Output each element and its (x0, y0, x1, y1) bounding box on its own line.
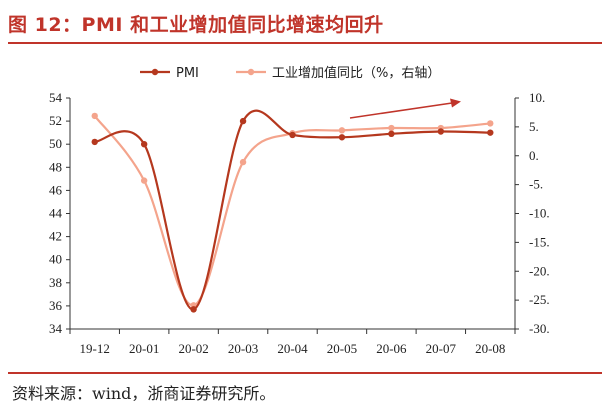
right-tick-label: -30. (529, 321, 550, 336)
right-tick-label: 5. (529, 119, 539, 134)
legend-pmi-marker (151, 68, 159, 76)
right-tick-label: 10. (529, 90, 545, 105)
pmi-point (190, 306, 197, 313)
pmi-point (388, 130, 395, 138)
left-tick-label: 46 (49, 182, 63, 197)
x-tick-label: 20-07 (426, 341, 457, 356)
left-tick-label: 54 (49, 90, 63, 105)
x-tick-label: 19-12 (80, 341, 110, 356)
left-tick-label: 34 (49, 321, 63, 336)
axes: 34 36 38 40 42 44 46 48 50 52 54 -30. -25. -20. -15. -1… (49, 90, 550, 356)
legend-industrial-growth-marker (247, 68, 255, 76)
industrial-growth-line (93, 115, 491, 307)
x-tick-label: 20-05 (327, 341, 357, 356)
x-tick-label: 20-01 (129, 341, 159, 356)
left-tick-label: 52 (49, 113, 62, 128)
right-tick-label: -15. (529, 234, 550, 249)
industrial-growth-point (338, 127, 346, 134)
x-tick-label: 20-04 (277, 341, 308, 356)
left-tick-label: 42 (49, 229, 62, 244)
x-tick-label: 20-08 (475, 341, 505, 356)
pmi-point (437, 128, 445, 135)
pmi-line (94, 109, 491, 311)
legend-industrial-growth-label: 工业增加值同比（%，右轴） (272, 65, 440, 81)
title-bar: 图 12：PMI 和工业增加值同比增速均回升 (8, 4, 602, 44)
right-tick-label: -5. (529, 177, 543, 192)
chart-canvas: PMI 工业增加值同比（%，右轴） 34 36 38 40 42 44 46 48 50 52 54 -… (49, 65, 550, 356)
left-tick-label: 44 (49, 206, 63, 221)
left-tick-label: 50 (49, 136, 62, 151)
legend: PMI 工业增加值同比（%，右轴） (140, 65, 440, 81)
left-tick-label: 36 (49, 298, 63, 313)
chart-title: 图 12：PMI 和工业增加值同比增速均回升 (8, 14, 384, 36)
legend-pmi-label: PMI (176, 66, 199, 81)
industrial-growth-point (388, 124, 395, 132)
left-tick-label: 38 (49, 275, 62, 290)
pmi-point (91, 138, 98, 146)
pmi-point (239, 117, 247, 125)
source-note: 资料来源：wind，浙商证券研究所。 (12, 384, 276, 403)
annotation-layer (349, 98, 461, 119)
right-tick-label: 0. (529, 148, 539, 163)
x-tick-label: 20-06 (376, 341, 407, 356)
trend-arrow-head (450, 98, 461, 108)
right-tick-label: -10. (529, 206, 550, 221)
left-tick-label: 48 (49, 159, 62, 174)
pmi-point (338, 134, 346, 141)
trend-arrow-shaft (349, 102, 453, 119)
pmi-point (487, 129, 494, 136)
industrial-growth-point (91, 112, 98, 120)
left-tick-label: 40 (49, 252, 62, 267)
pmi-point (140, 141, 148, 148)
right-tick-label: -20. (529, 263, 550, 278)
industrial-growth-point (239, 158, 247, 166)
industrial-growth-point (140, 177, 148, 184)
right-tick-label: -25. (529, 292, 550, 307)
x-tick-label: 20-02 (178, 341, 208, 356)
pmi-point (289, 131, 296, 139)
source-bar: 资料来源：wind，浙商证券研究所。 (8, 372, 602, 408)
x-tick-label: 20-03 (228, 341, 258, 356)
industrial-growth-point (487, 120, 494, 127)
series-layer (91, 109, 494, 313)
